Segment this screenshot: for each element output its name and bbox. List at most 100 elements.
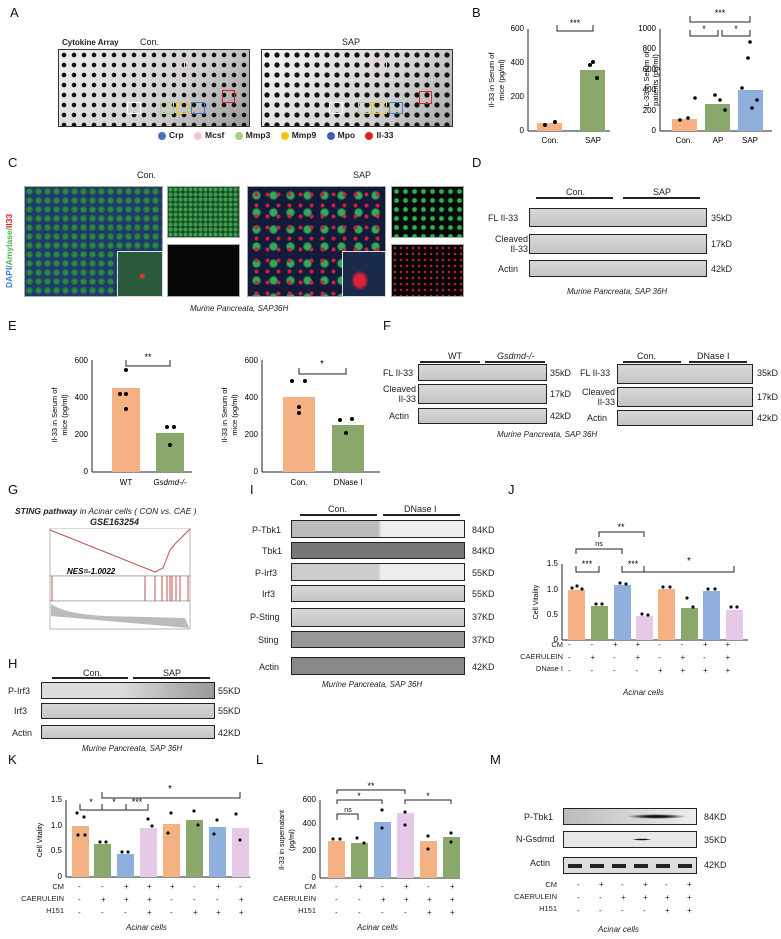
svg-text:*: *	[320, 359, 324, 370]
h-kd: 55KD	[218, 686, 241, 696]
svg-text:mice (pg/ml): mice (pg/ml)	[497, 59, 506, 101]
svg-text:*: *	[702, 24, 706, 34]
f-group-con: Con.	[637, 351, 657, 361]
mcsf-box-con	[171, 60, 185, 72]
mcsf-dot-icon	[194, 131, 203, 140]
i-row-label: Irf3	[262, 589, 276, 599]
blot-m-p-tbk1	[563, 808, 697, 825]
panel-label-h: H	[8, 656, 18, 671]
f-kd: 35kD	[550, 368, 572, 378]
d-kd: 42kD	[711, 264, 733, 274]
il33-box-con	[222, 90, 235, 103]
panel-label-e: E	[8, 318, 17, 333]
svg-text:Gsdmd-/-: Gsdmd-/-	[153, 478, 187, 487]
svg-text:***: ***	[132, 797, 143, 807]
svg-text:0: 0	[84, 467, 89, 476]
caption-j: Acinar cells	[623, 688, 664, 697]
m-row-label: Actin	[530, 858, 551, 868]
svg-text:patients (pg/ml): patients (pg/ml)	[651, 54, 660, 106]
blot-m-n-gsdmd	[563, 831, 697, 848]
svg-text:1.5: 1.5	[51, 795, 63, 804]
mmp3-box-con	[160, 102, 174, 114]
d-row-label: Cleaved Il-33	[494, 234, 528, 254]
svg-text:0.5: 0.5	[51, 846, 63, 855]
svg-text:Con.: Con.	[291, 478, 308, 487]
mmp3-box-sap	[358, 102, 372, 114]
i-kd: 84KD	[472, 546, 495, 556]
svg-text:DNase I: DNase I	[334, 478, 363, 487]
blot-i-actin	[291, 657, 465, 675]
m-row-label: P-Tbk1	[524, 812, 554, 822]
i-group-dnase: DNase I	[404, 504, 437, 514]
k-condition-grid: - - + + + - + - - + + + - - - + - - - + - + + +	[78, 882, 244, 917]
caption-c: Murine Pancreata, SAP36H	[190, 304, 289, 313]
blot-f-left-fl-il33	[418, 364, 547, 381]
svg-text:200: 200	[643, 106, 657, 115]
svg-text:Il-33 in Serum of: Il-33 in Serum of	[220, 387, 229, 443]
stain-axis-label: DAPI/Amylase/Il33	[4, 213, 14, 288]
h-group-sap: SAP	[163, 668, 182, 678]
svg-text:600: 600	[75, 356, 89, 365]
chart-b: 0 200 400 600 *** Con. SAP Il-33 in Serum of…	[487, 8, 772, 145]
f-kd: 42kD	[550, 411, 572, 421]
mpo-box-con	[191, 102, 205, 114]
svg-text:ns: ns	[344, 807, 352, 814]
f-row-label: Actin	[587, 413, 608, 423]
il33-dot-icon	[365, 131, 374, 140]
crp-dot-icon	[158, 131, 166, 140]
h-row-label: Irf3	[14, 706, 28, 716]
micrograph-sap-il33	[391, 244, 464, 297]
caption-f: Murine Pancreata, SAP 36H	[497, 430, 598, 439]
svg-text:400: 400	[75, 393, 89, 402]
i-kd: 42KD	[472, 662, 495, 672]
svg-text:Cell Vitality: Cell Vitality	[37, 822, 44, 857]
f-row-label: Cleaved Il-33	[382, 384, 416, 404]
svg-text:400: 400	[245, 393, 259, 402]
svg-text:800: 800	[643, 44, 657, 53]
svg-text:600: 600	[643, 65, 657, 74]
svg-text:***: ***	[715, 8, 726, 18]
mmp9-box-sap	[373, 102, 387, 114]
svg-text:0: 0	[554, 635, 559, 644]
d-kd: 35kD	[711, 213, 733, 223]
caption-h: Murine Pancreata, SAP 36H	[82, 744, 183, 753]
panel-label-g: G	[8, 482, 19, 497]
d-row-label: FL Il-33	[488, 213, 519, 223]
svg-text:***: ***	[570, 18, 581, 28]
f-kd: 42kD	[757, 413, 779, 423]
blot-h-actin	[41, 725, 215, 739]
blot-d-actin	[529, 260, 707, 277]
caption-k: Acinar cells	[126, 923, 167, 932]
svg-text:ns: ns	[595, 541, 603, 548]
svg-text:Il-33 in supernatant: Il-33 in supernatant	[279, 810, 286, 870]
svg-text:*: *	[734, 24, 738, 34]
j-condition-grid: - - + + - - + + - + - + - + - + - - - - + + + +	[568, 640, 731, 675]
caption-i: Murine Pancreata, SAP 36H	[322, 680, 423, 689]
blot-f-right-cleaved	[617, 387, 753, 407]
i-group-con: Con.	[328, 504, 348, 514]
f-group-wt: WT	[448, 351, 462, 361]
micrograph-con-il33	[167, 244, 240, 297]
mmp9-box-con	[176, 102, 190, 114]
blot-d-cleaved-il33	[529, 234, 707, 254]
mcsf-box-sap	[373, 60, 387, 72]
blot-i-sting	[291, 631, 465, 648]
chart-e: 0 200 400 600 ** WT Gsdmd-/- Il-33 in Serum …	[50, 352, 380, 487]
i-kd: 37KD	[472, 612, 495, 622]
d-group-con: Con.	[566, 187, 586, 197]
f-row-label: Actin	[389, 411, 410, 421]
blot-i-p-tbk1	[291, 520, 465, 538]
mmp3-dot-icon	[234, 131, 243, 140]
svg-text:*: *	[357, 791, 361, 801]
caption-l: Acinar cells	[357, 923, 398, 932]
svg-text:SAP: SAP	[742, 136, 758, 145]
d-group-sap: SAP	[653, 187, 672, 197]
gsea-x-axis	[40, 632, 200, 633]
svg-text:**: **	[144, 352, 152, 362]
panel-label-f: F	[383, 318, 391, 333]
panel-label-j: J	[508, 482, 515, 497]
mpo-dot-icon	[326, 131, 335, 140]
svg-text:1.5: 1.5	[547, 559, 559, 568]
m-row-label: N-Gsdmd	[516, 834, 555, 844]
